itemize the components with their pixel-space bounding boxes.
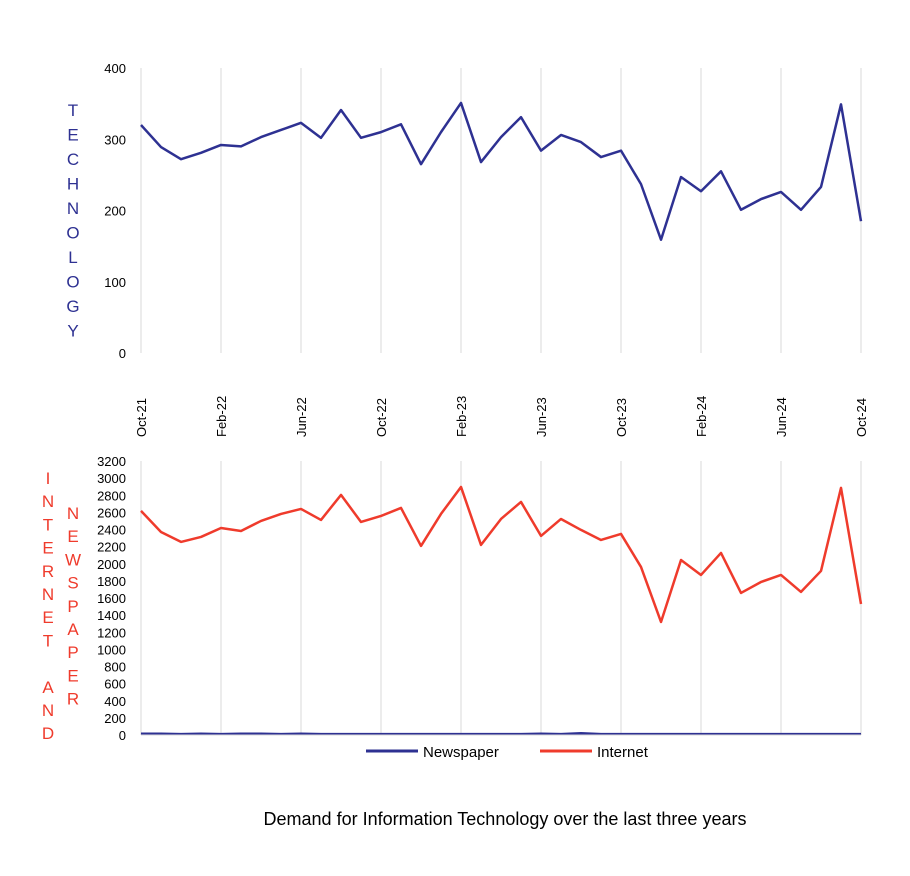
y-tick-label: 2400 — [97, 523, 126, 538]
x-tick-label: Feb-23 — [454, 396, 469, 437]
y-tick-label: 1200 — [97, 625, 126, 640]
y-axis-title-letter: L — [68, 248, 77, 267]
x-tick-label: Jun-22 — [294, 397, 309, 437]
y-axis-title-letter: N — [42, 701, 54, 720]
y-tick-label: 400 — [104, 61, 126, 76]
y-axis-title-letter: O — [66, 224, 79, 243]
y-axis-title-letter: D — [42, 724, 54, 743]
y-axis-title-letter: T — [43, 631, 53, 650]
y-axis-title-letter: T — [68, 101, 78, 120]
y-axis-title-letter: E — [67, 126, 78, 145]
y-tick-label: 1400 — [97, 608, 126, 623]
x-tick-label: Jun-24 — [774, 397, 789, 437]
y-axis-title-letter: N — [42, 585, 54, 604]
x-tick-label: Feb-22 — [214, 396, 229, 437]
y-axis-title-letter: C — [67, 150, 79, 169]
y-tick-label: 3200 — [97, 454, 126, 469]
y-tick-label: 200 — [104, 711, 126, 726]
y-axis-title-letter: N — [67, 199, 79, 218]
x-tick-label: Oct-24 — [854, 398, 869, 437]
x-tick-label: Feb-24 — [694, 396, 709, 437]
y-axis-title-letter: A — [42, 678, 54, 697]
y-tick-label: 2800 — [97, 488, 126, 503]
y-axis-title-letter: G — [66, 297, 79, 316]
y-tick-label: 1000 — [97, 642, 126, 657]
y-tick-label: 200 — [104, 204, 126, 219]
y-axis-title-letter: W — [65, 550, 81, 569]
y-axis-title-letter: O — [66, 273, 79, 292]
x-tick-label: Oct-21 — [134, 398, 149, 437]
y-axis-title-letter: R — [67, 690, 79, 709]
y-axis-title-letter: I — [46, 469, 51, 488]
y-tick-label: 2600 — [97, 505, 126, 520]
y-axis-title-letter: E — [67, 666, 78, 685]
y-axis-title-letter: H — [67, 175, 79, 194]
y-axis-title-letter: N — [67, 504, 79, 523]
y-tick-label: 300 — [104, 132, 126, 147]
x-tick-label: Oct-23 — [614, 398, 629, 437]
y-axis-title-letter: A — [67, 620, 79, 639]
y-axis-title-letter: E — [67, 527, 78, 546]
y-axis-title-letter: E — [42, 608, 53, 627]
y-axis-title-letter: P — [67, 643, 78, 662]
y-tick-label: 800 — [104, 660, 126, 675]
y-axis-title-letter: N — [42, 492, 54, 511]
y-tick-label: 1800 — [97, 574, 126, 589]
x-tick-label: Jun-23 — [534, 397, 549, 437]
y-tick-label: 400 — [104, 694, 126, 709]
y-axis-title-letter: P — [67, 597, 78, 616]
y-tick-label: 2200 — [97, 540, 126, 555]
y-axis-title-letter: Y — [67, 322, 78, 341]
y-axis-title-letter: R — [42, 562, 54, 581]
y-axis-title-letter: S — [67, 574, 78, 593]
y-tick-label: 600 — [104, 677, 126, 692]
y-tick-label: 0 — [119, 728, 126, 743]
y-tick-label: 3000 — [97, 471, 126, 486]
y-axis-title-letter: T — [43, 515, 53, 534]
y-axis-title-letter: E — [42, 539, 53, 558]
y-tick-label: 100 — [104, 275, 126, 290]
y-tick-label: 1600 — [97, 591, 126, 606]
chart-caption: Demand for Information Technology over t… — [264, 809, 747, 829]
legend-label-internet: Internet — [597, 744, 649, 761]
x-tick-label: Oct-22 — [374, 398, 389, 437]
legend-label-newspaper: Newspaper — [423, 744, 499, 761]
y-tick-label: 2000 — [97, 557, 126, 572]
y-tick-label: 0 — [119, 346, 126, 361]
